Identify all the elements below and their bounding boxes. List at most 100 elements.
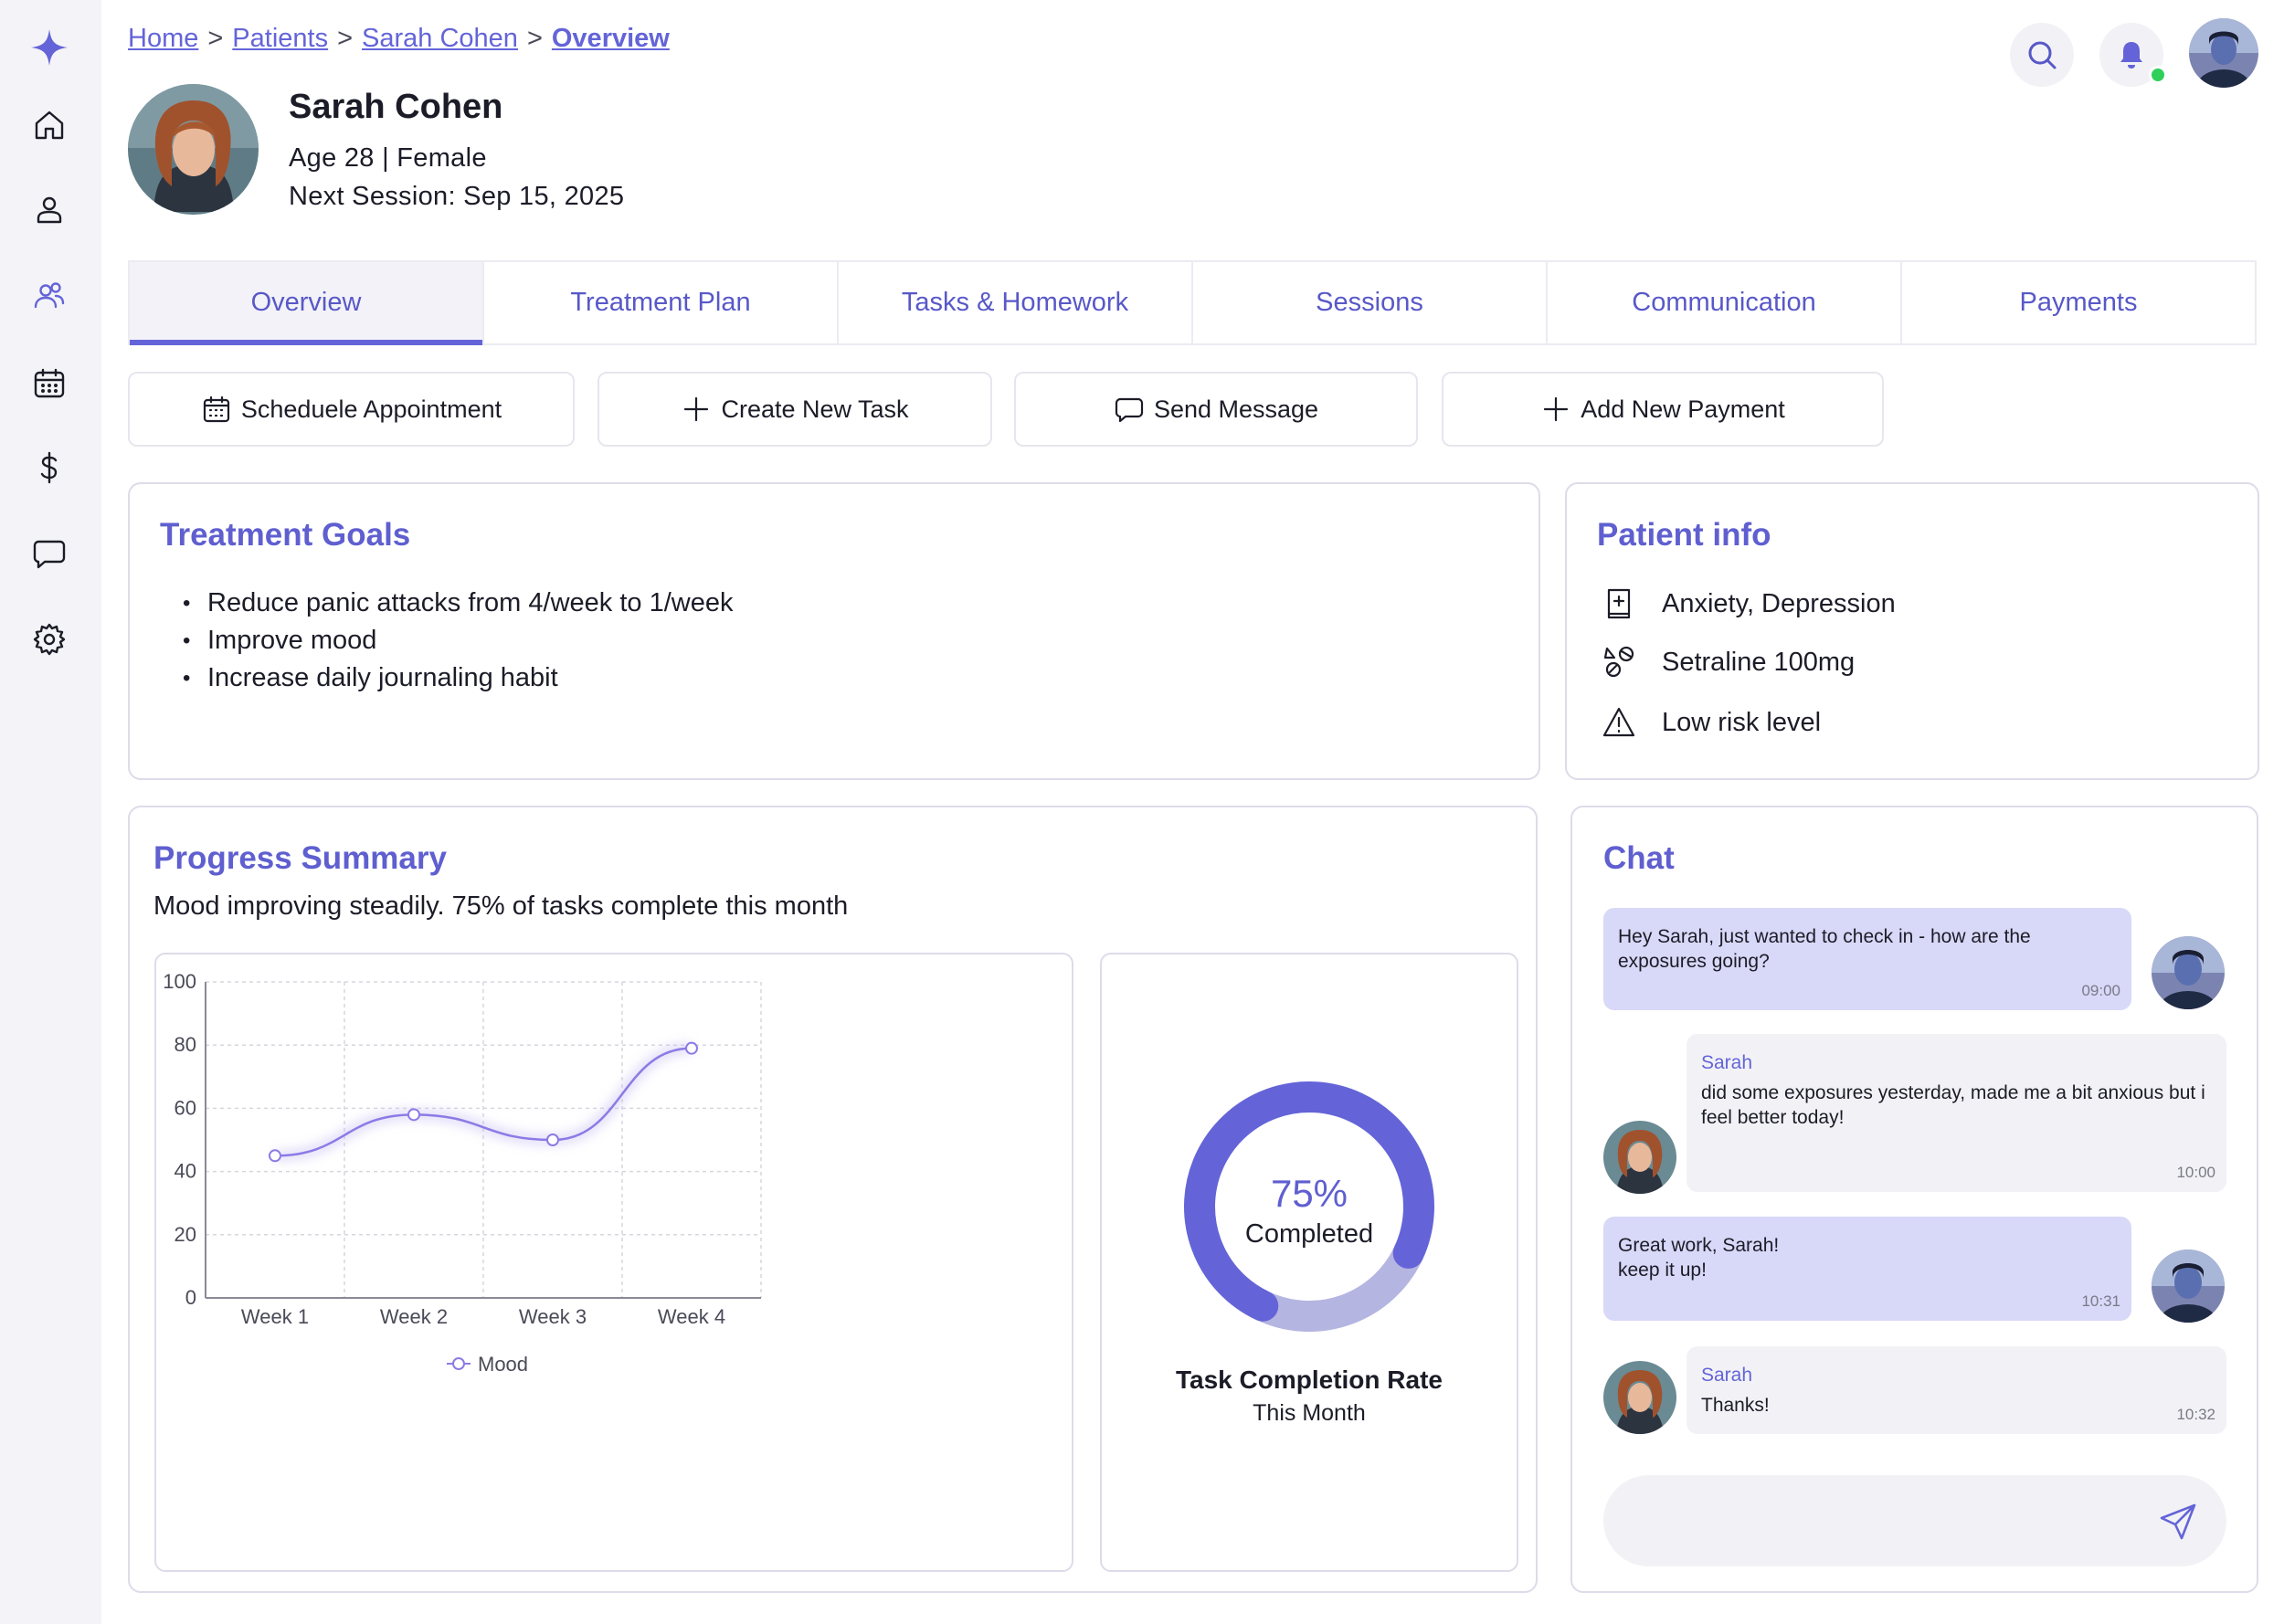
chat-message-outgoing: Great work, Sarah! keep it up! 10:31 [1603,1217,2131,1321]
create-task-button[interactable]: Create New Task [597,372,992,447]
progress-summary-card: Progress Summary Mood improving steadily… [128,806,1538,1593]
breadcrumb-current[interactable]: Overview [551,24,670,53]
patient-next-session: Next Session: Sep 15, 2025 [289,182,625,211]
y-tick-label: 60 [174,1096,196,1119]
tab-tasks-homework[interactable]: Tasks & Homework [839,262,1193,343]
y-tick-label: 80 [174,1033,196,1056]
tab-sessions[interactable]: Sessions [1193,262,1548,343]
gear-icon[interactable] [20,610,79,669]
legend-marker [452,1357,465,1370]
avatar [1603,1361,1676,1434]
tab-treatment-plan[interactable]: Treatment Plan [484,262,839,343]
mood-line-chart: 0 20 40 60 80 100 Week 1 Week 2 Week 3 Week 4 Mood [163,970,762,1376]
donut-subtitle: This Month [1253,1400,1366,1426]
y-tick-label: 0 [185,1286,196,1309]
warning-icon [1602,707,1635,737]
goal-item: Reduce panic attacks from 4/week to 1/we… [183,585,733,622]
create-task-label: Create New Task [721,395,909,423]
dollar-icon[interactable] [20,438,79,497]
avatar [2152,1250,2225,1323]
send-button[interactable] [2153,1497,2203,1546]
breadcrumb-separator: > [207,24,224,53]
patients-icon[interactable] [20,267,79,325]
calendar-icon[interactable] [20,354,79,413]
message-time: 10:31 [2081,1292,2120,1310]
mood-chart-panel: 0 20 40 60 80 100 Week 1 Week 2 Week 3 Week 4 Mood [154,953,1073,1572]
plus-icon [684,396,709,422]
donut-title: Task Completion Rate [1176,1366,1443,1394]
bell-icon [2120,42,2142,69]
breadcrumb-separator: > [526,24,543,53]
x-tick-label: Week 3 [519,1305,587,1328]
medication-text: Setraline 100mg [1662,647,1856,677]
donut-center-value: 75% [1270,1172,1348,1215]
chat-card: Chat Hey Sarah, just wanted to check in … [1570,806,2258,1593]
patient-photo [128,84,259,215]
send-message-button[interactable]: Send Message [1014,372,1418,447]
medication-row: Setraline 100mg [1602,645,1855,680]
patient-info-card: Patient info Anxiety, Depression Setrali… [1565,482,2259,780]
message-time: 09:00 [2081,982,2120,999]
tab-communication[interactable]: Communication [1548,262,1902,343]
breadcrumb-patient[interactable]: Sarah Cohen [362,24,518,53]
message-sender: Sarah [1701,1052,1753,1073]
home-icon[interactable] [20,96,79,154]
y-tick-label: 20 [174,1223,196,1246]
breadcrumb-patients[interactable]: Patients [232,24,329,53]
add-payment-label: Add New Payment [1581,395,1785,423]
plus-icon [1544,396,1569,422]
chat-message-input[interactable] [1603,1475,2226,1566]
progress-summary-title: Progress Summary [153,840,447,876]
send-icon [2160,1503,2196,1540]
chat-message-incoming: Sarah Thanks! 10:32 [1687,1346,2226,1434]
task-completion-donut [1184,1081,1434,1332]
breadcrumb-home[interactable]: Home [128,24,199,53]
main-content: Home > Patients > Sarah Cohen > Overview [101,0,2284,1624]
breadcrumb-separator: > [337,24,354,53]
add-payment-button[interactable]: Add New Payment [1442,372,1884,447]
patient-info-title: Patient info [1597,517,1771,553]
donut-center-label: Completed [1244,1219,1374,1249]
message-time: 10:32 [2176,1406,2215,1423]
schedule-appointment-button[interactable]: Scheduele Appointment [128,372,575,447]
chat-icon[interactable] [20,524,79,583]
notifications-button[interactable] [2099,23,2167,87]
message-text: Hey Sarah, just wanted to check in - how… [1618,926,2031,972]
data-point [269,1149,281,1163]
message-text: Thanks! [1701,1395,1770,1416]
pills-icon [1603,646,1634,678]
user-icon[interactable] [20,181,79,239]
user-avatar[interactable] [2189,18,2258,88]
message-text: did some exposures yesterday, made me a … [1701,1082,2205,1128]
diagnosis-row: Anxiety, Depression [1602,586,1896,621]
avatar [1603,1121,1676,1194]
task-completion-panel: 75% Completed Task Completion Rate This … [1100,953,1518,1572]
progress-summary-text: Mood improving steadily. 75% of tasks co… [153,891,849,921]
sidebar [0,0,101,1624]
tab-bar: Overview Treatment Plan Tasks & Homework… [128,260,2257,345]
goal-list: Reduce panic attacks from 4/week to 1/we… [183,585,733,697]
search-button[interactable] [2010,23,2074,87]
series-line [274,1047,693,1157]
tab-payments[interactable]: Payments [2019,288,2138,317]
chat-message-incoming: Sarah did some exposures yesterday, made… [1687,1034,2226,1192]
x-tick-label: Week 4 [658,1305,725,1328]
notification-dot [2149,66,2167,84]
chat-title: Chat [1603,840,1675,876]
sparkle-logo-icon[interactable] [27,26,71,69]
x-tick-label: Week 1 [241,1305,309,1328]
risk-text: Low risk level [1662,707,1822,737]
donut-completed-slice [1184,1081,1434,1332]
data-point [546,1134,559,1146]
breadcrumb: Home > Patients > Sarah Cohen > Overview [128,24,670,54]
schedule-appointment-label: Scheduele Appointment [240,395,502,423]
send-message-label: Send Message [1153,395,1319,423]
goal-item: Improve mood [183,622,733,659]
treatment-goals-title: Treatment Goals [160,517,411,553]
data-point [685,1041,698,1055]
message-time: 10:00 [2176,1164,2215,1181]
calendar-icon [203,395,229,423]
patient-name: Sarah Cohen [289,88,503,126]
data-point [407,1108,420,1122]
tab-overview[interactable]: Overview [130,262,484,345]
